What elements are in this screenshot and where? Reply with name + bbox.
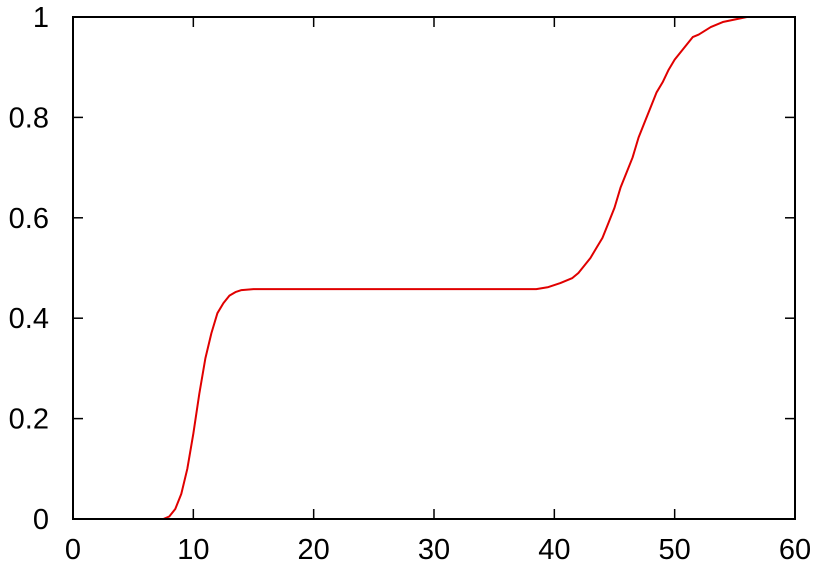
plot-frame (72, 16, 796, 520)
x-tick-label: 40 (538, 534, 570, 566)
series-layer (73, 16, 795, 520)
ticks-layer (72, 16, 796, 520)
x-tick-label: 50 (659, 534, 691, 566)
y-tick-label: 0.4 (9, 303, 49, 335)
y-tick-label: 0.8 (9, 102, 49, 134)
y-tick-label: 0 (33, 504, 49, 536)
y-tick-label: 0.2 (9, 404, 49, 436)
y-tick-label: 1 (33, 2, 49, 34)
series-line (73, 16, 795, 520)
x-tick-label: 0 (65, 534, 81, 566)
x-tick-label: 10 (177, 534, 209, 566)
x-tick-label: 60 (779, 534, 811, 566)
y-tick-label: 0.6 (9, 203, 49, 235)
x-tick-label: 20 (298, 534, 330, 566)
x-tick-labels: 0 10 20 30 40 50 60 (65, 534, 811, 566)
y-tick-labels: 0 0.2 0.4 0.6 0.8 1 (9, 2, 49, 536)
x-tick-label: 30 (418, 534, 450, 566)
